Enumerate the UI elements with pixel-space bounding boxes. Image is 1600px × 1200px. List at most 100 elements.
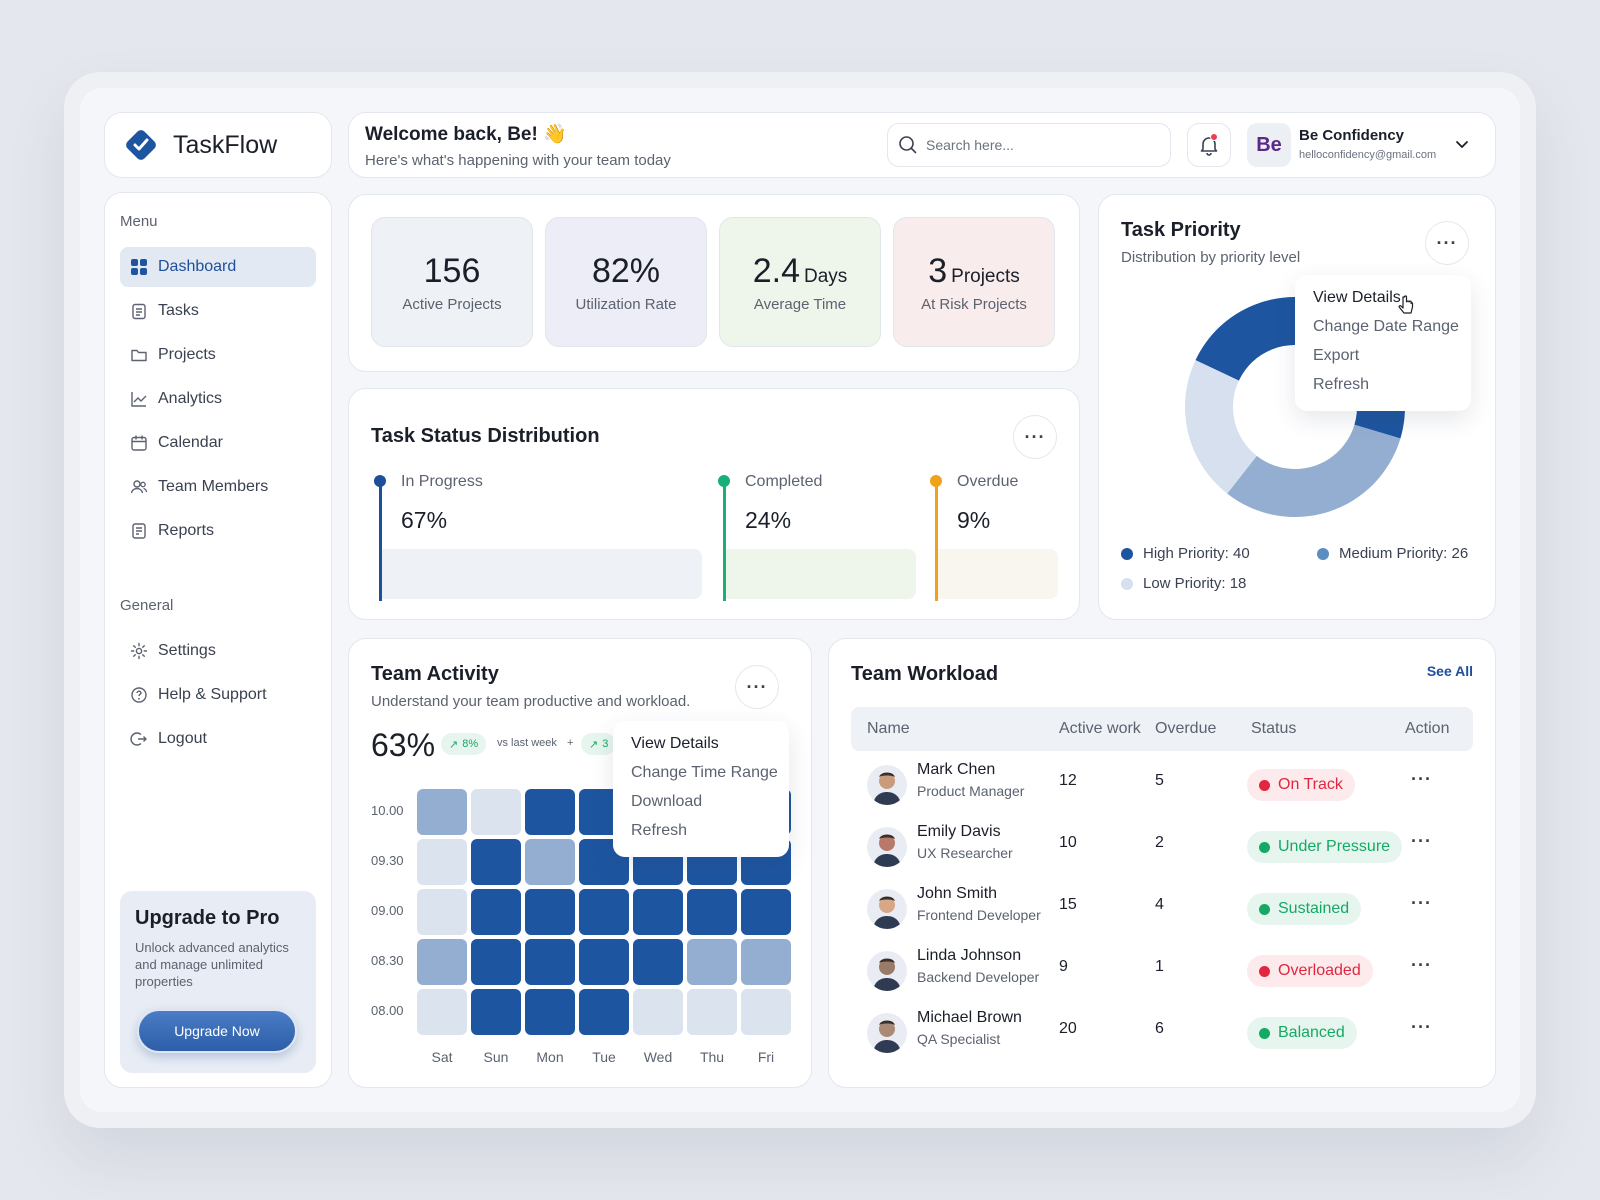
column-header-overdue[interactable]: Overdue — [1155, 720, 1217, 737]
heatmap-cell[interactable] — [471, 789, 521, 835]
stat-tile-utilization[interactable]: 82% Utilization Rate — [545, 217, 707, 347]
heatmap-cell[interactable] — [471, 989, 521, 1035]
see-all-link[interactable]: See All — [1426, 663, 1473, 679]
heatmap-cell[interactable] — [525, 989, 575, 1035]
row-more-button[interactable]: ··· — [1411, 893, 1432, 913]
heatmap-cell[interactable] — [525, 939, 575, 985]
stat-label: Average Time — [753, 296, 847, 313]
menu-item-refresh[interactable]: Refresh — [1313, 376, 1370, 393]
sidebar-item-label: Settings — [158, 642, 216, 659]
menu-item-download[interactable]: Download — [631, 793, 703, 810]
sidebar-item-reports[interactable]: Reports — [120, 511, 316, 551]
heatmap-cell[interactable] — [525, 789, 575, 835]
heatmap-cell[interactable] — [525, 889, 575, 935]
person-avatar-icon — [867, 1013, 907, 1053]
table-row[interactable]: Linda Johnson Backend Developer 9 1 Over… — [851, 941, 1473, 1003]
column-header-active-work[interactable]: Active work — [1059, 720, 1141, 737]
stat-label: Active Projects — [402, 296, 502, 313]
column-header-name[interactable]: Name — [867, 720, 910, 737]
heatmap-cell[interactable] — [687, 939, 737, 985]
menu-item-change-date-range[interactable]: Change Date Range — [1313, 318, 1459, 335]
heatmap-cell[interactable] — [741, 939, 791, 985]
status-segment-in-progress[interactable]: In Progress 67% — [371, 473, 702, 603]
notification-button[interactable] — [1187, 123, 1231, 167]
avatar[interactable] — [867, 1013, 907, 1053]
avatar[interactable] — [867, 765, 907, 805]
row-more-button[interactable]: ··· — [1411, 769, 1432, 789]
heatmap-cell[interactable] — [633, 889, 683, 935]
heatmap-cell[interactable] — [687, 989, 737, 1035]
sidebar-item-projects[interactable]: Projects — [120, 335, 316, 375]
search-input[interactable] — [926, 137, 1146, 153]
menu-item-change-time-range[interactable]: Change Time Range — [631, 764, 778, 781]
legend-medium-priority: Medium Priority: 26 — [1317, 545, 1468, 562]
more-options-button[interactable]: ··· — [1013, 415, 1057, 459]
sidebar-item-logout[interactable]: Logout — [120, 719, 316, 759]
sidebar-item-tasks[interactable]: Tasks — [120, 291, 316, 331]
avatar[interactable] — [867, 827, 907, 867]
sidebar-item-dashboard[interactable]: Dashboard — [120, 247, 316, 287]
heatmap-cell[interactable] — [417, 989, 467, 1035]
donut-slice-low[interactable] — [1185, 360, 1257, 494]
user-avatar[interactable]: Be — [1247, 123, 1291, 167]
heatmap-cell[interactable] — [417, 889, 467, 935]
sidebar-item-team-members[interactable]: Team Members — [120, 467, 316, 507]
more-options-button[interactable]: ··· — [735, 665, 779, 709]
row-more-button[interactable]: ··· — [1411, 1017, 1432, 1037]
heatmap-cell[interactable] — [525, 839, 575, 885]
chevron-down-icon[interactable] — [1453, 135, 1471, 153]
heatmap-cell[interactable] — [417, 789, 467, 835]
heatmap-cell[interactable] — [417, 939, 467, 985]
menu-item-view-details[interactable]: View Details — [1313, 289, 1401, 306]
column-header-status[interactable]: Status — [1251, 720, 1297, 737]
y-axis-label: 09.00 — [371, 903, 404, 918]
sidebar-item-settings[interactable]: Settings — [120, 631, 316, 671]
sidebar-item-calendar[interactable]: Calendar — [120, 423, 316, 463]
menu-item-refresh[interactable]: Refresh — [631, 822, 688, 839]
row-more-button[interactable]: ··· — [1411, 831, 1432, 851]
search-box[interactable] — [887, 123, 1171, 167]
sidebar-item-help-support[interactable]: Help & Support — [120, 675, 316, 715]
table-header: Name Active work Overdue Status Action — [851, 707, 1473, 751]
member-name[interactable]: John Smith — [917, 885, 998, 902]
member-role: QA Specialist — [917, 1031, 1001, 1047]
member-name[interactable]: Emily Davis — [917, 823, 1001, 840]
status-segment-overdue[interactable]: Overdue 9% — [927, 473, 1067, 603]
table-row[interactable]: Michael Brown QA Specialist 20 6 Balance… — [851, 1003, 1473, 1065]
heatmap-cell[interactable] — [471, 839, 521, 885]
heatmap-cell[interactable] — [579, 889, 629, 935]
stat-tile-at-risk[interactable]: 3 Projects At Risk Projects — [893, 217, 1055, 347]
member-name[interactable]: Mark Chen — [917, 761, 996, 778]
avatar[interactable] — [867, 951, 907, 991]
member-name[interactable]: Michael Brown — [917, 1009, 1022, 1026]
status-segment-completed[interactable]: Completed 24% — [715, 473, 916, 603]
stat-tile-average-time[interactable]: 2.4 Days Average Time — [719, 217, 881, 347]
upgrade-now-button[interactable]: Upgrade Now — [137, 1009, 297, 1053]
stat-tile-active-projects[interactable]: 156 Active Projects — [371, 217, 533, 347]
menu-item-export[interactable]: Export — [1313, 347, 1360, 364]
donut-slice-medium[interactable] — [1227, 424, 1401, 517]
heatmap-cell[interactable] — [741, 889, 791, 935]
user-name[interactable]: Be Confidency — [1299, 127, 1405, 144]
table-row[interactable]: Mark Chen Product Manager 12 5 On Track … — [851, 755, 1473, 817]
heatmap-cell[interactable] — [579, 939, 629, 985]
sidebar-item-analytics[interactable]: Analytics — [120, 379, 316, 419]
menu-item-view-details[interactable]: View Details — [631, 735, 719, 752]
heatmap-cell[interactable] — [633, 939, 683, 985]
row-more-button[interactable]: ··· — [1411, 955, 1432, 975]
heatmap-cell[interactable] — [687, 889, 737, 935]
member-name[interactable]: Linda Johnson — [917, 947, 1022, 964]
sidebar-item-label: Tasks — [158, 302, 199, 319]
heatmap-cell[interactable] — [471, 889, 521, 935]
column-header-action[interactable]: Action — [1405, 720, 1450, 737]
logo-card[interactable]: TaskFlow — [104, 112, 332, 178]
table-row[interactable]: Emily Davis UX Researcher 10 2 Under Pre… — [851, 817, 1473, 879]
heatmap-cell[interactable] — [417, 839, 467, 885]
heatmap-cell[interactable] — [741, 989, 791, 1035]
more-options-button[interactable]: ··· — [1425, 221, 1469, 265]
heatmap-cell[interactable] — [579, 989, 629, 1035]
table-row[interactable]: John Smith Frontend Developer 15 4 Susta… — [851, 879, 1473, 941]
heatmap-cell[interactable] — [471, 939, 521, 985]
heatmap-cell[interactable] — [633, 989, 683, 1035]
avatar[interactable] — [867, 889, 907, 929]
